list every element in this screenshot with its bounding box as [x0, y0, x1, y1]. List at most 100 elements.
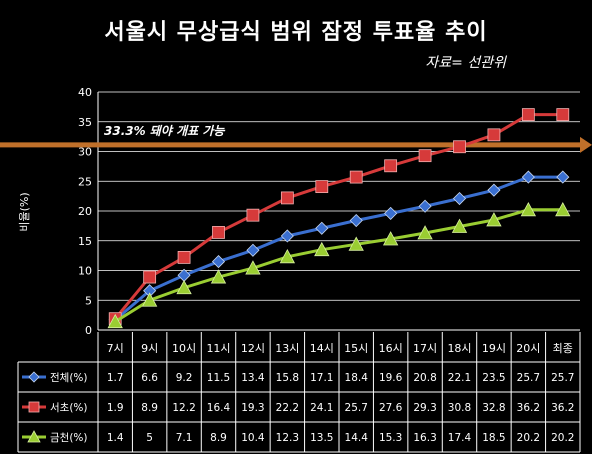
data-point: [556, 108, 570, 122]
data-point: [418, 199, 432, 213]
data-label: 22.2: [276, 402, 299, 414]
data-point: [143, 270, 157, 284]
legend-label: 금천(%): [50, 432, 88, 444]
x-tick-label: 7시: [107, 342, 124, 355]
data-label: 18.4: [345, 372, 369, 384]
data-point: [280, 191, 294, 205]
data-label: 30.8: [448, 402, 471, 414]
x-tick-label: 11시: [206, 342, 230, 355]
y-tick-label: 0: [85, 324, 92, 337]
data-point: [521, 108, 535, 122]
data-point: [315, 221, 329, 235]
data-label: 17.1: [310, 372, 333, 384]
data-point: [107, 313, 123, 329]
data-label: 6.6: [141, 372, 158, 384]
data-label: 36.2: [551, 402, 574, 414]
x-tick-label: 13시: [275, 342, 299, 355]
data-label: 27.6: [379, 402, 403, 414]
data-point: [315, 180, 329, 194]
data-point: [279, 248, 296, 264]
data-label: 17.4: [448, 432, 472, 444]
data-point: [141, 292, 158, 307]
data-point: [487, 128, 501, 142]
data-label: 18.5: [482, 432, 505, 444]
series-triangle: [107, 201, 571, 329]
data-label: 12.2: [172, 402, 195, 414]
y-axis-label: 비율(%): [18, 192, 31, 231]
data-label: 11.5: [207, 372, 230, 384]
data-point: [349, 170, 363, 184]
data-point: [521, 170, 535, 184]
data-point: [348, 236, 364, 251]
data-point: [177, 268, 191, 282]
data-point: [451, 218, 468, 233]
data-point: [453, 140, 466, 154]
data-point: [349, 213, 363, 228]
data-point: [280, 229, 294, 243]
source-note: 자료= 선관위: [425, 55, 506, 71]
data-label: 15.8: [276, 372, 299, 384]
data-point: [176, 279, 192, 295]
x-tick-label: 16시: [379, 342, 403, 355]
data-label: 24.1: [310, 402, 333, 414]
data-label: 13.5: [310, 432, 333, 444]
data-label: 12.3: [276, 432, 299, 444]
data-point: [27, 430, 41, 443]
data-label: 7.1: [176, 432, 193, 444]
data-label: 14.4: [345, 432, 369, 444]
threshold-arrow-head: [580, 136, 592, 153]
data-point: [177, 251, 191, 264]
data-point: [384, 206, 398, 220]
data-point: [210, 269, 227, 284]
data-point: [28, 371, 40, 383]
data-point: [555, 201, 571, 217]
x-tick-label: 최종: [553, 342, 573, 355]
data-point: [556, 170, 570, 184]
x-tick-label: 12시: [241, 342, 265, 355]
data-label: 16.4: [207, 402, 231, 414]
data-label: 1.4: [107, 432, 124, 444]
data-point: [452, 191, 467, 206]
data-label: 36.2: [517, 402, 540, 414]
data-label: 10.4: [241, 432, 265, 444]
x-tick-label: 15시: [344, 342, 368, 355]
data-point: [245, 260, 261, 275]
data-label: 5: [146, 432, 153, 444]
data-label: 1.7: [107, 372, 124, 384]
data-point: [212, 226, 225, 239]
y-tick-label: 15: [78, 235, 92, 248]
x-tick-label: 19시: [482, 342, 506, 355]
data-label: 9.2: [176, 372, 193, 384]
data-label: 29.3: [413, 402, 436, 414]
data-point: [28, 401, 40, 413]
y-tick-label: 25: [78, 175, 92, 188]
data-label: 25.7: [345, 402, 368, 414]
data-point: [314, 241, 330, 257]
data-label: 8.9: [210, 432, 227, 444]
data-point: [246, 243, 260, 257]
data-label: 20.2: [517, 432, 540, 444]
series-diamond: [108, 170, 570, 327]
y-tick-label: 10: [78, 265, 92, 278]
data-label: 1.9: [107, 402, 124, 414]
data-label: 20.2: [551, 432, 574, 444]
data-label: 32.8: [482, 402, 505, 414]
data-point: [418, 149, 432, 163]
data-label: 23.5: [482, 372, 505, 384]
data-label: 16.3: [413, 432, 436, 444]
data-point: [211, 255, 226, 269]
data-point: [417, 225, 433, 240]
data-label: 25.7: [517, 372, 540, 384]
data-label: 22.1: [448, 372, 471, 384]
threshold-label: 33.3% 돼야 개표 가능: [104, 124, 225, 138]
data-label: 13.4: [241, 372, 265, 384]
data-point: [384, 159, 398, 173]
x-tick-label: 10시: [172, 342, 196, 355]
x-tick-label: 9시: [141, 342, 158, 355]
data-label: 8.9: [141, 402, 158, 414]
legend-key: [22, 401, 46, 413]
data-point: [487, 183, 501, 197]
x-tick-label: 20시: [516, 342, 540, 355]
data-label: 25.7: [551, 372, 574, 384]
